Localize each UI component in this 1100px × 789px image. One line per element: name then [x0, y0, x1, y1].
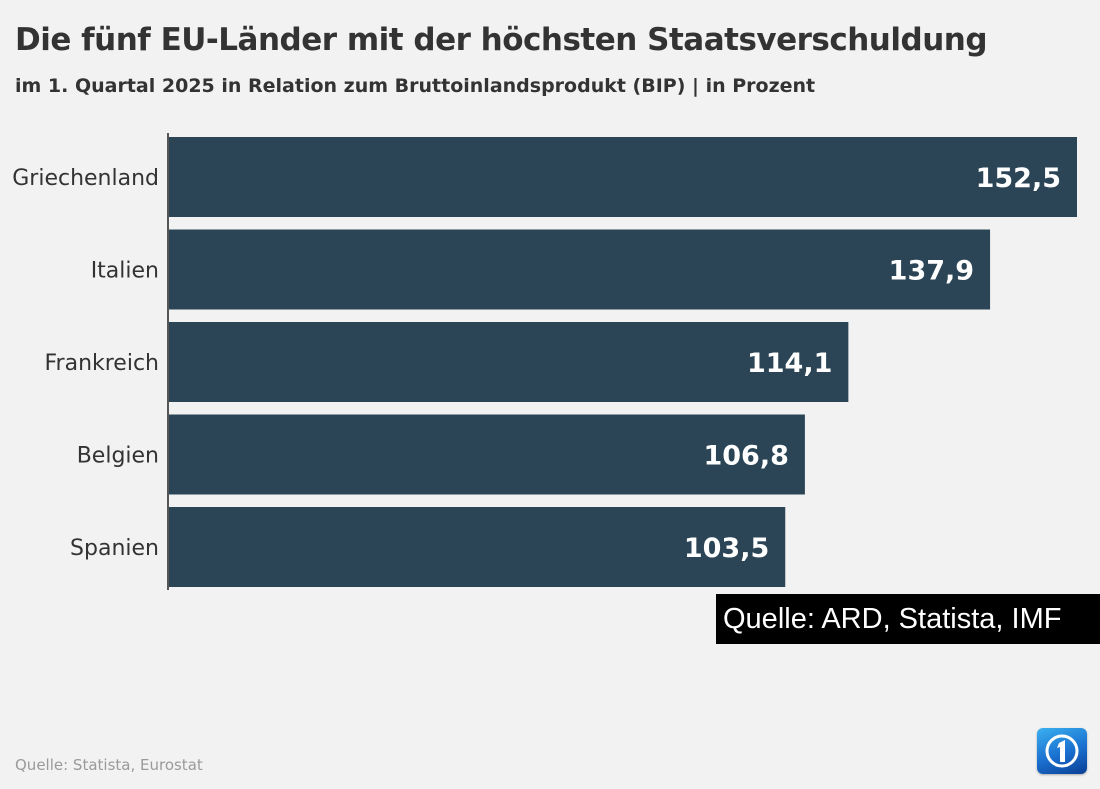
value-label: 152,5	[976, 163, 1061, 194]
bar-spanien	[169, 507, 786, 587]
category-label: Italien	[91, 259, 159, 284]
bar-griechenland	[169, 137, 1077, 217]
value-label: 114,1	[747, 348, 832, 379]
category-label: Spanien	[70, 536, 159, 561]
bar-belgien	[169, 414, 805, 495]
tagesschau-logo-icon	[1037, 728, 1087, 774]
source-footnote: Quelle: Statista, Eurostat	[15, 756, 203, 774]
bar-frankreich	[169, 322, 849, 402]
value-label: 106,8	[703, 441, 788, 472]
value-label: 103,5	[684, 533, 769, 564]
source-overlay: Quelle: ARD, Statista, IMF	[716, 594, 1100, 644]
chart-subtitle: im 1. Quartal 2025 in Relation zum Brutt…	[15, 75, 816, 97]
category-label: Belgien	[77, 444, 159, 469]
chart-title: Die fünf EU-Länder mit der höchsten Staa…	[15, 22, 988, 58]
value-label: 137,9	[889, 256, 974, 287]
bars-layer: Griechenland 152,5 Italien 137,9 Frankreich 1…	[12, 137, 1077, 587]
bar-italien	[169, 229, 991, 310]
category-label: Griechenland	[12, 166, 159, 191]
category-label: Frankreich	[44, 351, 159, 376]
